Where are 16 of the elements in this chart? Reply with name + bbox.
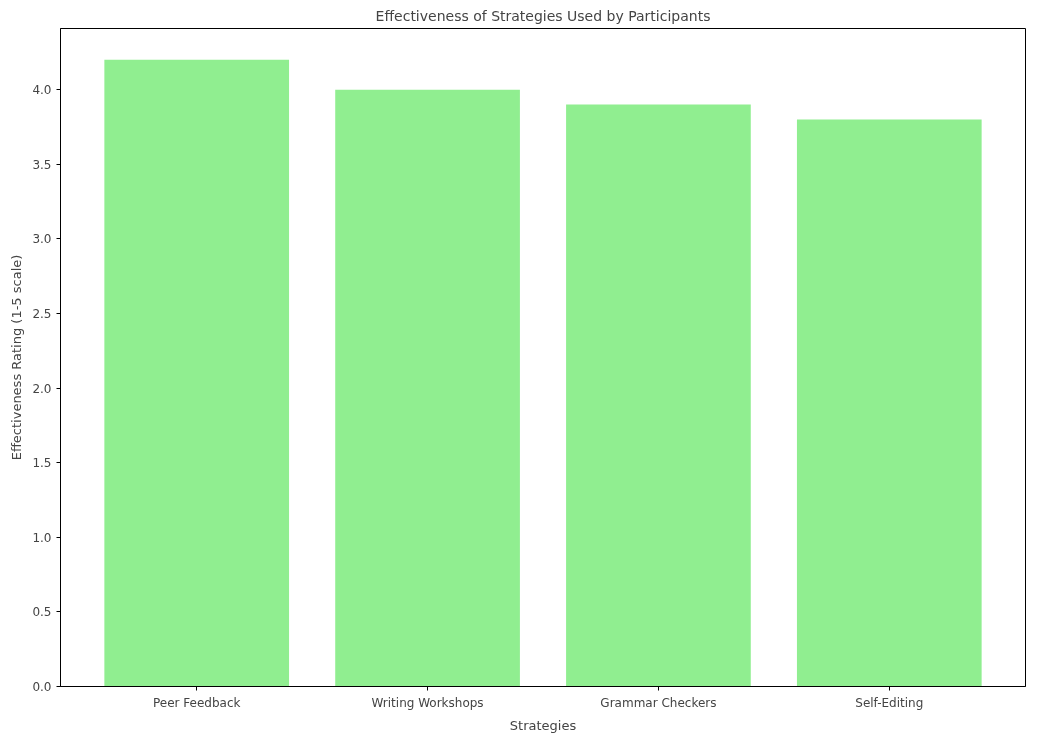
y-tick-label: 2.5 xyxy=(32,306,52,321)
x-axis-title: Strategies xyxy=(509,717,577,733)
y-tick-label: 2.0 xyxy=(32,381,52,396)
y-tick-label: 1.0 xyxy=(32,530,52,545)
x-tick-label: Grammar Checkers xyxy=(600,695,717,710)
y-tick-label: 1.5 xyxy=(32,456,52,471)
x-tick-label: Peer Feedback xyxy=(152,695,241,710)
chart-title: Effectiveness of Strategies Used by Participants xyxy=(375,7,711,24)
x-tick-label: Writing Workshops xyxy=(371,695,484,710)
y-tick-label: 4.0 xyxy=(32,83,52,98)
y-tick-label: 0.5 xyxy=(32,605,52,620)
y-tick-label: 3.5 xyxy=(32,157,52,172)
y-axis-title: Effectiveness Rating (1-5 scale) xyxy=(9,254,25,461)
y-tick-label: 3.0 xyxy=(32,232,52,247)
x-tick-label: Self-Editing xyxy=(855,695,924,710)
y-tick-label: 0.0 xyxy=(32,680,52,694)
